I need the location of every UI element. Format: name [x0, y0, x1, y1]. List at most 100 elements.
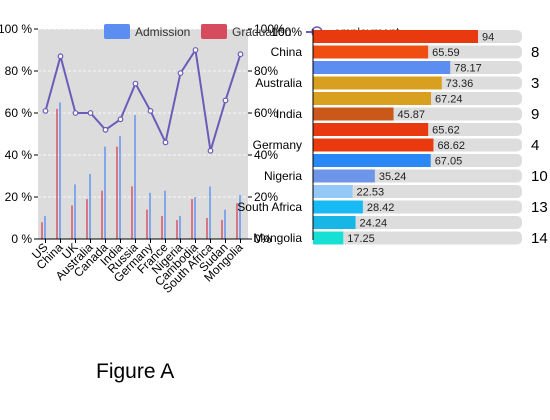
bar-value-label: 67.05: [435, 156, 463, 168]
employment-point: [87, 110, 94, 116]
left-chart: 0 % 20 % 40 % 60 % 80 % 100 % 0% 20% 40% 60% 80% 1…: [0, 22, 285, 296]
bar-value-label: 78.17: [454, 63, 482, 75]
bar-value: [313, 107, 394, 121]
row-label: Nigeria: [264, 169, 302, 183]
right-chart: 9465.5978.1773.3667.2445.8765.6268.6267.…: [237, 25, 547, 247]
left-bars: [41, 102, 241, 239]
right-y-tick-label: 100%: [254, 22, 285, 36]
bar-value-label: 45.87: [398, 109, 426, 121]
right-bars: 94 65.59 78.17 73.36 67.24 45.87 65.62 68.62 67.…: [313, 30, 522, 245]
bar-graduation: [41, 222, 43, 239]
left-y-tick-label: 80 %: [5, 64, 33, 78]
bar-track: [313, 216, 522, 229]
bar-admission: [239, 194, 241, 239]
bar-value: [313, 169, 375, 183]
bar-value-label: 24.24: [360, 218, 388, 230]
bar-value: [313, 185, 353, 198]
employment-point: [177, 70, 184, 76]
employment-point: [207, 147, 214, 154]
bar-value: [313, 30, 478, 43]
bar-value: [313, 76, 442, 90]
employment-point: [102, 126, 109, 133]
left-y-tick-label: 20 %: [5, 190, 33, 204]
legend-swatch-admission: [104, 24, 130, 39]
bar-admission: [164, 190, 166, 239]
bar-graduation: [71, 205, 73, 239]
rank-label: 4: [531, 137, 539, 154]
bar-value-label: 94: [482, 32, 494, 44]
bar-track: [313, 231, 522, 245]
bar-value-label: 22.53: [357, 187, 385, 199]
bar-admission: [134, 115, 136, 239]
rank-label: 13: [531, 199, 548, 216]
right-y-tick-label: 40%: [254, 148, 278, 162]
bar-admission: [179, 215, 181, 239]
bar-value-label: 28.42: [367, 202, 395, 214]
employment-line-series: [42, 47, 244, 154]
employment-point: [132, 80, 139, 87]
left-x-axis: USChinaUKAustraliaCanadaIndiaRussiaGerma…: [29, 239, 246, 296]
right-top-tick: 100%: [271, 25, 302, 39]
employment-point: [162, 139, 169, 146]
right-y-tick-label: 80%: [254, 64, 278, 78]
employment-point: [117, 116, 124, 123]
legend-swatch-graduation: [201, 24, 227, 39]
bar-admission: [89, 173, 91, 239]
bar-value: [313, 61, 451, 74]
employment-point: [72, 110, 79, 116]
left-y-tick-label: 40 %: [5, 148, 33, 162]
employment-point: [237, 51, 244, 58]
bar-value: [313, 231, 344, 245]
left-y-tick-label: 0 %: [11, 232, 32, 246]
figure-caption: Figure A: [96, 360, 175, 383]
row-label: Mongolia: [253, 231, 302, 245]
bar-value-label: 65.59: [432, 47, 460, 59]
rank-label: 9: [531, 106, 539, 123]
row-label: China: [271, 45, 303, 59]
bar-value: [313, 92, 432, 105]
bar-value-label: 35.24: [379, 171, 407, 183]
employment-point: [42, 107, 49, 114]
bar-graduation: [116, 146, 118, 239]
employment-point: [222, 97, 229, 104]
bar-graduation: [221, 220, 223, 239]
bar-admission: [224, 209, 226, 239]
employment-point: [147, 107, 154, 114]
bar-track: [313, 185, 522, 198]
bar-admission: [149, 192, 151, 239]
rank-label: 10: [531, 168, 548, 185]
bar-graduation: [101, 190, 103, 239]
row-label: South Africa: [237, 200, 302, 214]
right-y-tick-label: 20%: [254, 190, 278, 204]
left-y-axis: 0 % 20 % 40 % 60 % 80 % 100 %: [0, 22, 38, 246]
legend-label-graduation: Graduation: [232, 25, 291, 39]
employment-point: [192, 47, 199, 53]
left-y-tick-label: 60 %: [5, 106, 33, 120]
employment-point: [57, 53, 64, 60]
bar-value: [313, 216, 356, 229]
bar-value-label: 67.24: [435, 94, 463, 106]
bar-admission: [209, 186, 211, 239]
bar-value: [313, 154, 431, 167]
rank-label: 8: [531, 44, 539, 61]
bar-graduation: [236, 203, 238, 239]
bar-admission: [59, 102, 61, 239]
bar-graduation: [146, 209, 148, 239]
left-y-tick-label: 100 %: [0, 22, 32, 36]
bar-graduation: [176, 220, 178, 239]
left-plot-area: [38, 29, 248, 239]
bar-graduation: [56, 108, 58, 239]
bar-value-label: 17.25: [347, 233, 375, 245]
bar-value-label: 73.36: [446, 78, 474, 90]
bar-admission: [74, 184, 76, 239]
bar-value-label: 68.62: [437, 140, 465, 152]
bar-graduation: [206, 218, 208, 239]
bar-track: [313, 200, 522, 214]
bar-value: [313, 45, 429, 59]
right-rank-labels: 8 3 9 4 10 13 14: [531, 44, 548, 247]
bar-graduation: [86, 199, 88, 239]
bar-graduation: [161, 215, 163, 239]
bar-graduation: [191, 199, 193, 239]
row-label: India: [276, 107, 302, 121]
